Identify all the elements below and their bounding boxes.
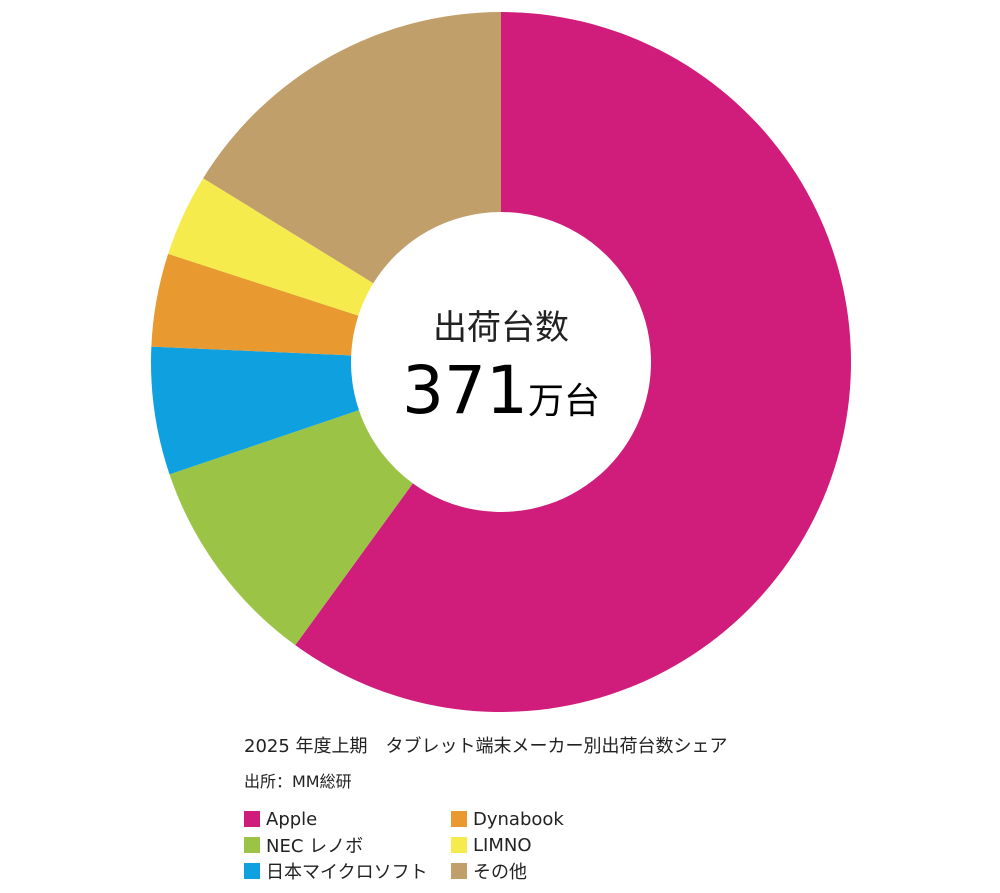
chart-title: 2025 年度上期 タブレット端末メーカー別出荷台数シェア (244, 736, 728, 757)
total-unit: 万台 (527, 381, 600, 422)
legend-swatch (451, 811, 467, 827)
legend-swatch (244, 811, 260, 827)
slice-1 (169, 410, 413, 646)
legend-swatch (451, 837, 467, 853)
legend-item-apple: Apple (244, 807, 317, 831)
slice-5 (203, 12, 502, 284)
legend-item-others: その他 (451, 859, 527, 883)
legend-item-limno: LIMNO (451, 833, 532, 857)
center-total: 371万台 (351, 352, 651, 429)
total-value: 371 (402, 352, 528, 429)
center-title: 出荷台数 (433, 308, 569, 348)
chart-source: 出所：MM総研 (244, 772, 352, 791)
legend-label: 日本マイクロソフト (266, 862, 428, 883)
legend-item-nec-lenovo: NEC レノボ (244, 833, 363, 857)
slice-4 (168, 178, 374, 316)
legend-swatch (451, 863, 467, 879)
legend-label: NEC レノボ (266, 836, 364, 857)
slice-3 (151, 253, 359, 356)
legend-swatch (244, 863, 260, 879)
legend-label: その他 (473, 862, 527, 883)
legend-item-microsoft: 日本マイクロソフト (244, 859, 428, 883)
slice-0 (295, 12, 851, 712)
legend-item-dynabook: Dynabook (451, 807, 564, 831)
legend-label: Apple (266, 808, 318, 830)
slice-2 (151, 346, 359, 475)
legend-label: Dynabook (473, 808, 564, 830)
legend-swatch (244, 837, 260, 853)
legend-label: LIMNO (473, 834, 532, 856)
legend: Apple NEC レノボ 日本マイクロソフト Dynabook LIMNO そ… (244, 807, 664, 889)
